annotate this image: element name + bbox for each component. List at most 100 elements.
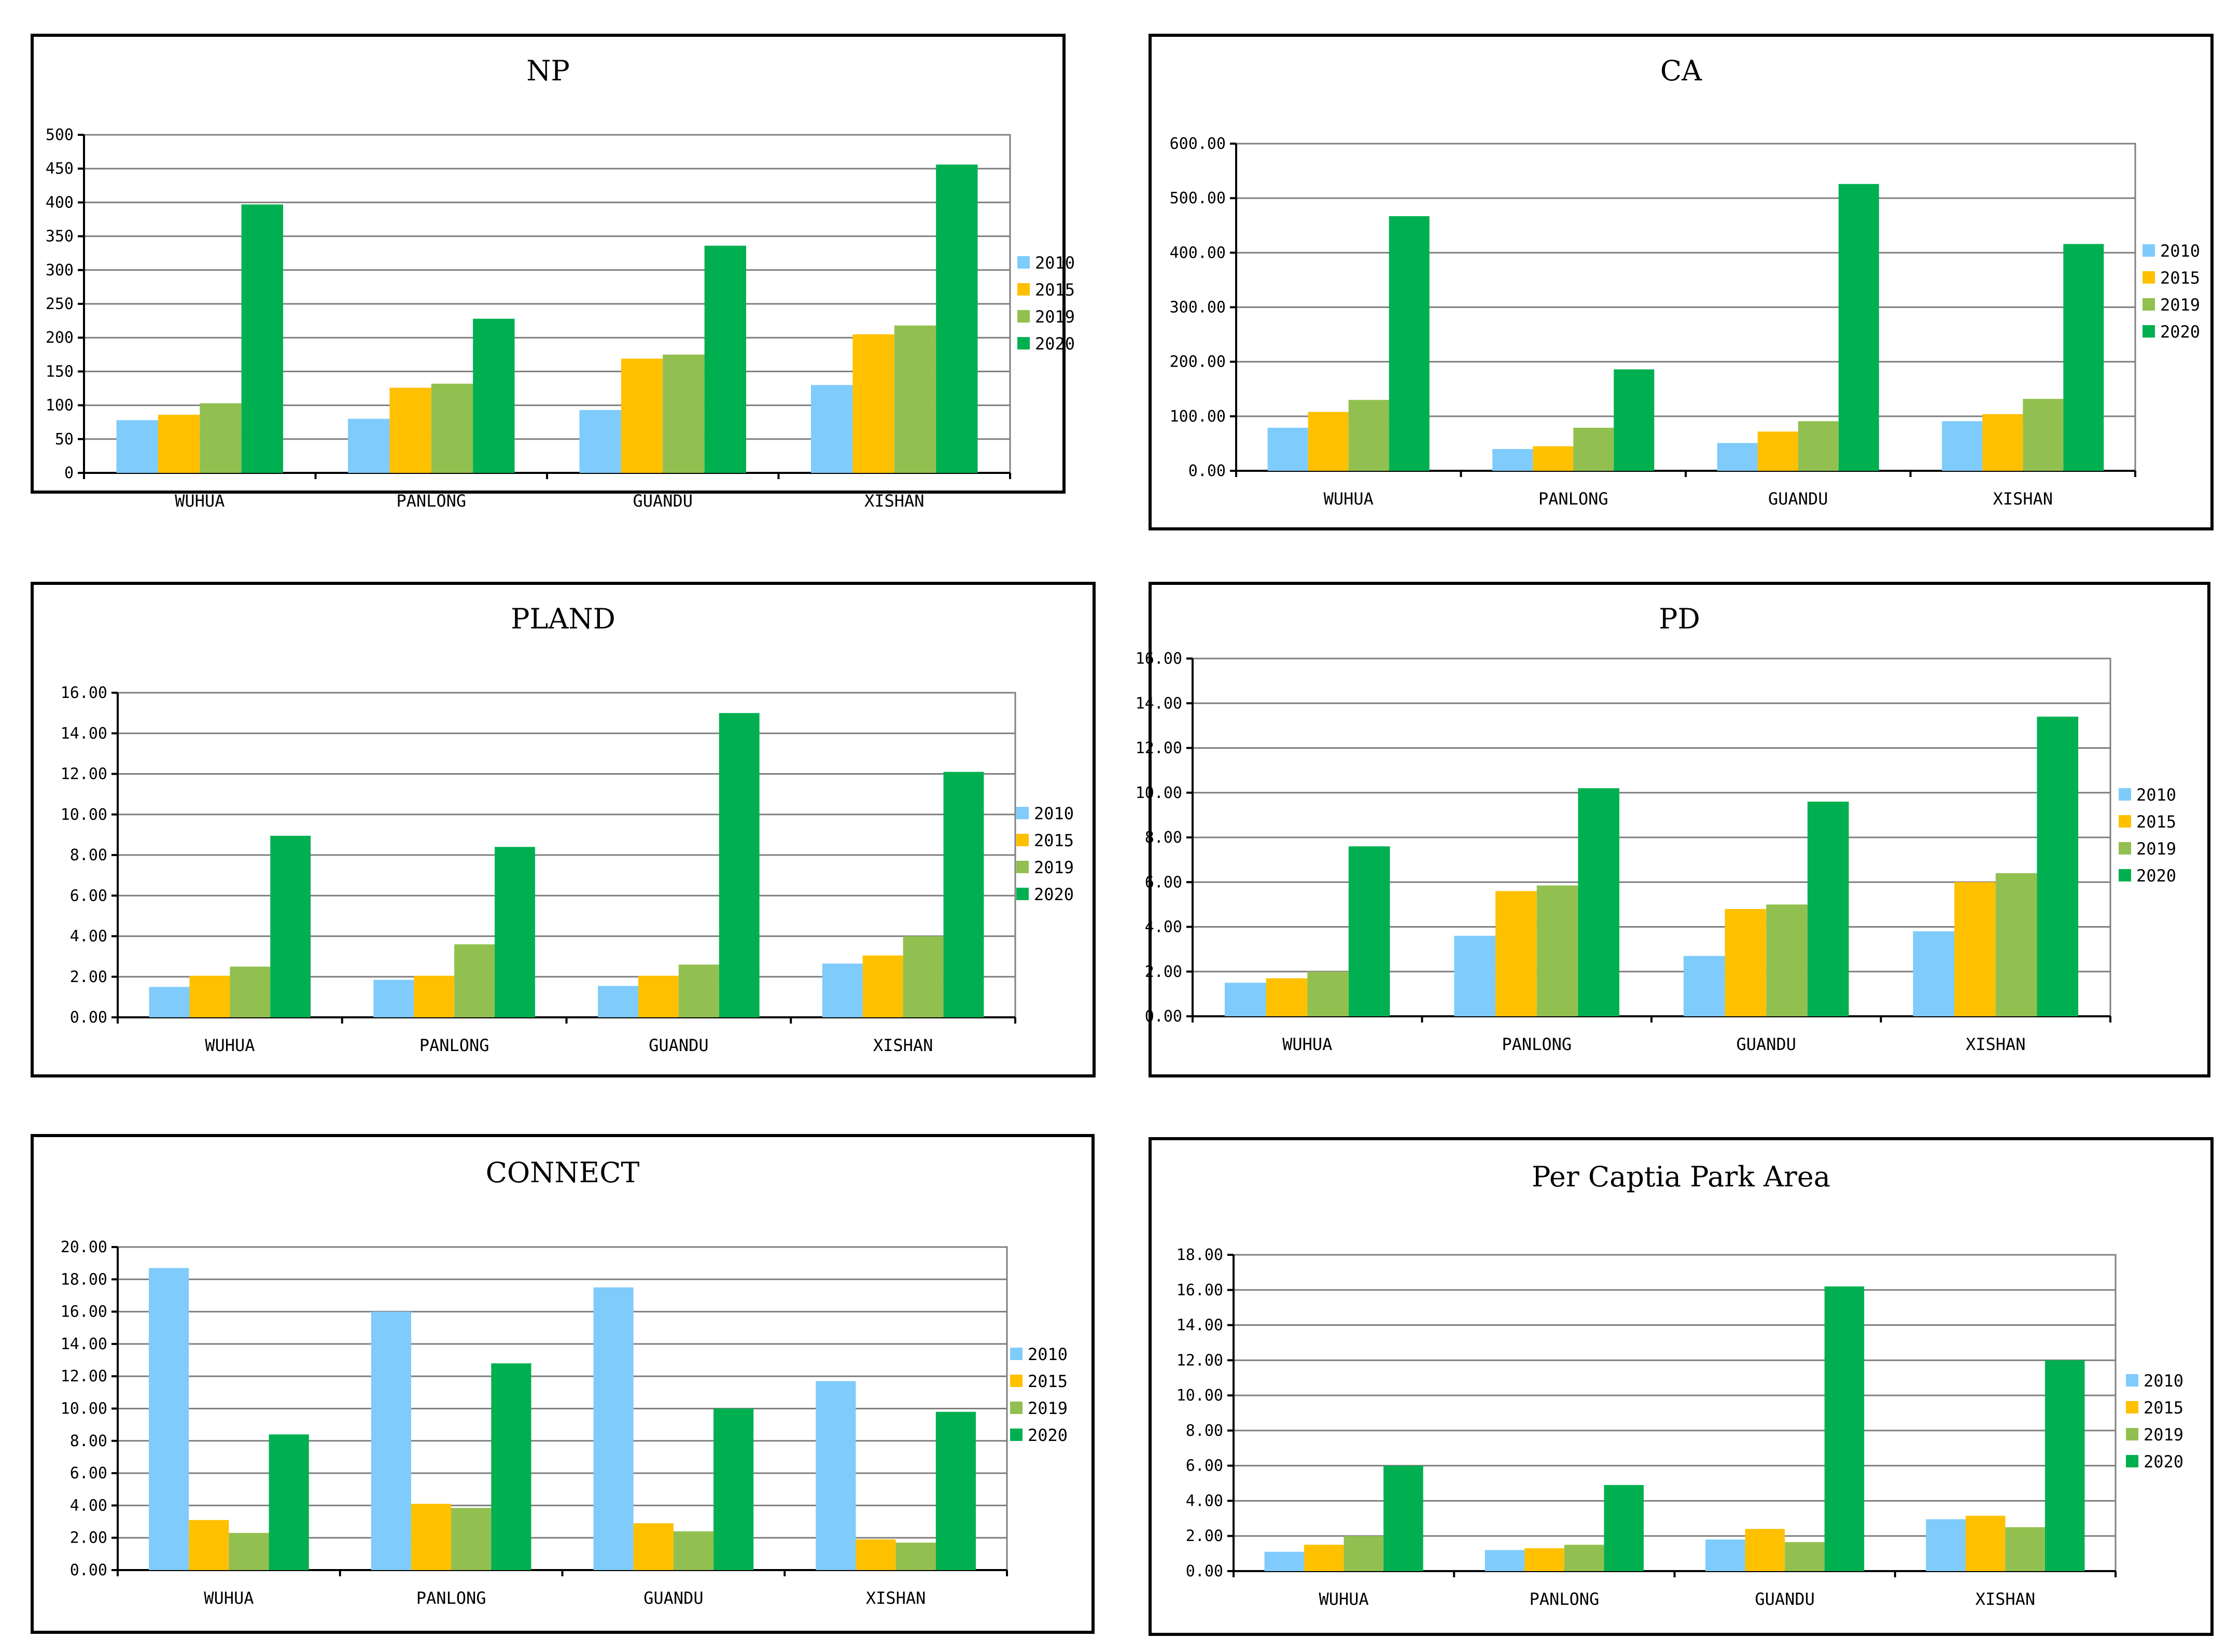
y-tick-label: 16.00 bbox=[1136, 650, 1182, 668]
bar-guandu-2015 bbox=[1745, 1529, 1785, 1571]
bar-wuhua-2019 bbox=[229, 1533, 269, 1570]
legend-swatch-2015 bbox=[1016, 834, 1029, 846]
chart-ca: CA 0.00 100.00 200.00 300.00 400.00 500.00 600.… bbox=[1149, 34, 2214, 530]
legend-label-2015: 2015 bbox=[1035, 280, 1075, 300]
y-tick-label: 12.00 bbox=[61, 1367, 107, 1385]
bar-xishan-2020 bbox=[2063, 244, 2104, 471]
y-tick-label: 100.00 bbox=[1170, 408, 1226, 426]
y-tick-label: 500 bbox=[46, 126, 74, 144]
chart-pd: PD 0.00 2.00 4.00 6.00 8.00 10.00 12.00 14.00 16.… bbox=[1136, 582, 2210, 1077]
legend-label-2015: 2015 bbox=[2144, 1398, 2183, 1418]
y-tick-label: 400 bbox=[46, 193, 74, 212]
x-tick-label: WUHUA bbox=[1324, 489, 1374, 509]
legend-swatch-2020 bbox=[1016, 888, 1029, 900]
bar-panlong-2015 bbox=[1533, 446, 1574, 471]
y-tick-label: 14.00 bbox=[61, 724, 107, 743]
bar-xishan-2020 bbox=[935, 1411, 976, 1570]
bar-wuhua-2010 bbox=[149, 1268, 189, 1570]
bar-wuhua-2020 bbox=[1383, 1465, 1423, 1571]
bar-panlong-2010 bbox=[373, 979, 414, 1017]
legend-swatch-2010 bbox=[2119, 788, 2131, 801]
legend-swatch-2010 bbox=[2126, 1374, 2138, 1387]
bar-xishan-2015 bbox=[856, 1539, 896, 1570]
legend-swatch-2019 bbox=[2126, 1428, 2138, 1440]
bar-xishan-2015 bbox=[1954, 882, 1996, 1016]
x-tick-label: PANLONG bbox=[1538, 489, 1608, 509]
bar-xishan-2020 bbox=[2045, 1360, 2085, 1571]
bar-panlong-2020 bbox=[1578, 788, 1620, 1016]
y-tick-label: 16.00 bbox=[61, 684, 107, 702]
bar-guandu-2019 bbox=[1785, 1542, 1825, 1571]
bar-xishan-2019 bbox=[894, 325, 936, 473]
y-tick-label: 6.00 bbox=[70, 1464, 107, 1482]
chart-title: CONNECT bbox=[486, 1156, 640, 1189]
y-tick-label: 250 bbox=[46, 295, 74, 313]
legend: 2010 2015 2019 2020 bbox=[1010, 1345, 1068, 1445]
legend-swatch-2015 bbox=[2119, 815, 2131, 828]
bar-wuhua-2019 bbox=[200, 403, 242, 473]
x-tick-label: WUHUA bbox=[204, 1588, 254, 1608]
bar-panlong-2015 bbox=[1495, 891, 1537, 1016]
bar-wuhua-2015 bbox=[158, 414, 200, 473]
legend-label-2019: 2019 bbox=[1035, 307, 1075, 327]
bar-panlong-2020 bbox=[1614, 369, 1655, 471]
bar-wuhua-2019 bbox=[1307, 971, 1349, 1016]
legend-swatch-2010 bbox=[1010, 1348, 1023, 1360]
bar-wuhua-2019 bbox=[1348, 400, 1389, 471]
x-tick-label: PANLONG bbox=[1529, 1589, 1599, 1609]
y-tick-label: 0.00 bbox=[70, 1009, 107, 1027]
y-tick-label: 450 bbox=[46, 160, 74, 178]
legend-label-2015: 2015 bbox=[2160, 268, 2200, 288]
bar-panlong-2010 bbox=[1454, 935, 1496, 1016]
y-tick-label: 0 bbox=[64, 464, 74, 482]
x-tick-label: PANLONG bbox=[396, 491, 466, 511]
bar-guandu-2010 bbox=[1683, 956, 1725, 1016]
legend-label-2010: 2010 bbox=[1028, 1345, 1068, 1364]
legend-swatch-2019 bbox=[1017, 310, 1030, 323]
bar-guandu-2015 bbox=[621, 358, 663, 473]
y-tick-label: 6.00 bbox=[1186, 1457, 1223, 1475]
bar-wuhua-2019 bbox=[230, 967, 271, 1017]
y-tick-label: 0.00 bbox=[1145, 1007, 1182, 1026]
legend-swatch-2015 bbox=[1017, 283, 1030, 296]
y-tick-label: 2.00 bbox=[1186, 1527, 1223, 1545]
chart-pland: PLAND 0.00 2.00 4.00 6.00 8.00 10.00 12.00 14.00… bbox=[31, 582, 1096, 1077]
bar-xishan-2020 bbox=[936, 164, 978, 473]
y-tick-label: 0.00 bbox=[1186, 1562, 1223, 1580]
y-tick-label: 12.00 bbox=[1136, 739, 1182, 758]
legend-label-2010: 2010 bbox=[1034, 804, 1074, 823]
bar-guandu-2015 bbox=[1725, 909, 1767, 1016]
y-tick-label: 400.00 bbox=[1170, 244, 1226, 262]
legend-label-2020: 2020 bbox=[2160, 322, 2200, 342]
legend-swatch-2020 bbox=[1017, 337, 1030, 349]
legend-swatch-2010 bbox=[1016, 807, 1029, 819]
bar-xishan-2019 bbox=[2023, 399, 2064, 471]
bar-wuhua-2015 bbox=[1304, 1545, 1344, 1571]
legend-swatch-2015 bbox=[2126, 1401, 2138, 1413]
y-tick-label: 300 bbox=[46, 261, 74, 279]
bar-wuhua-2015 bbox=[1266, 978, 1308, 1016]
bar-panlong-2019 bbox=[1564, 1545, 1604, 1571]
legend-label-2019: 2019 bbox=[2160, 295, 2200, 315]
legend-swatch-2015 bbox=[1010, 1375, 1023, 1387]
bar-wuhua-2020 bbox=[269, 1434, 309, 1570]
y-tick-label: 6.00 bbox=[70, 887, 107, 905]
y-tick-label: 4.00 bbox=[1186, 1492, 1223, 1510]
x-tick-label: GUANDU bbox=[1768, 489, 1828, 509]
bar-guandu-2010 bbox=[1717, 443, 1758, 471]
y-tick-label: 300.00 bbox=[1170, 299, 1226, 317]
legend: 2010 2015 2019 2020 bbox=[1017, 253, 1075, 354]
y-tick-label: 10.00 bbox=[1177, 1387, 1223, 1405]
x-tick-label: GUANDU bbox=[633, 491, 693, 511]
x-tick-label: XISHAN bbox=[866, 1588, 926, 1608]
y-tick-label: 150 bbox=[46, 362, 74, 381]
legend: 2010 2015 2019 2020 bbox=[2126, 1371, 2183, 1472]
bar-guandu-2019 bbox=[663, 354, 705, 473]
y-tick-label: 350 bbox=[46, 228, 74, 246]
bar-xishan-2010 bbox=[1913, 931, 1955, 1016]
legend-swatch-2020 bbox=[2126, 1455, 2138, 1467]
bar-xishan-2020 bbox=[943, 772, 984, 1017]
x-tick-label: PANLONG bbox=[416, 1588, 486, 1608]
bar-panlong-2019 bbox=[1536, 885, 1578, 1016]
